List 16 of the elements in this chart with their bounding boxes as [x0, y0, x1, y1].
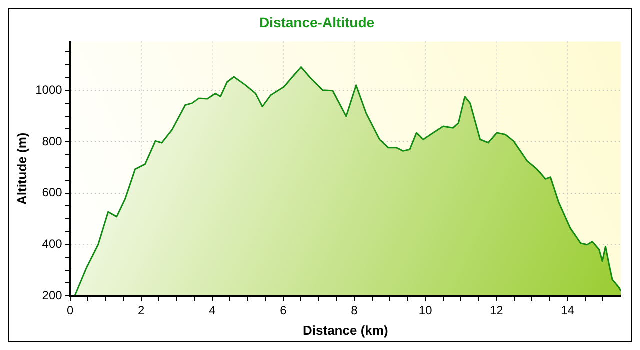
y-tick-label: 1000 — [36, 82, 63, 97]
y-tick-label: 800 — [42, 134, 63, 148]
x-tick-label: 10 — [418, 304, 433, 318]
x-tick-label: 2 — [138, 304, 146, 318]
y-tick-label: 200 — [42, 288, 63, 302]
x-axis-title: Distance (km) — [303, 322, 388, 338]
y-tick-label: 400 — [42, 236, 63, 251]
x-tick-label: 4 — [209, 304, 216, 318]
x-tick-label: 12 — [490, 304, 504, 318]
x-tick-label: 8 — [351, 304, 358, 318]
x-tick-label: 0 — [66, 304, 74, 318]
x-tick-label: 14 — [561, 304, 575, 318]
y-axis-title: Altitude (m) — [14, 132, 30, 206]
y-tick-label: 600 — [42, 186, 63, 200]
chart-title: Distance-Altitude — [259, 14, 375, 30]
x-tick-label: 6 — [280, 304, 288, 318]
